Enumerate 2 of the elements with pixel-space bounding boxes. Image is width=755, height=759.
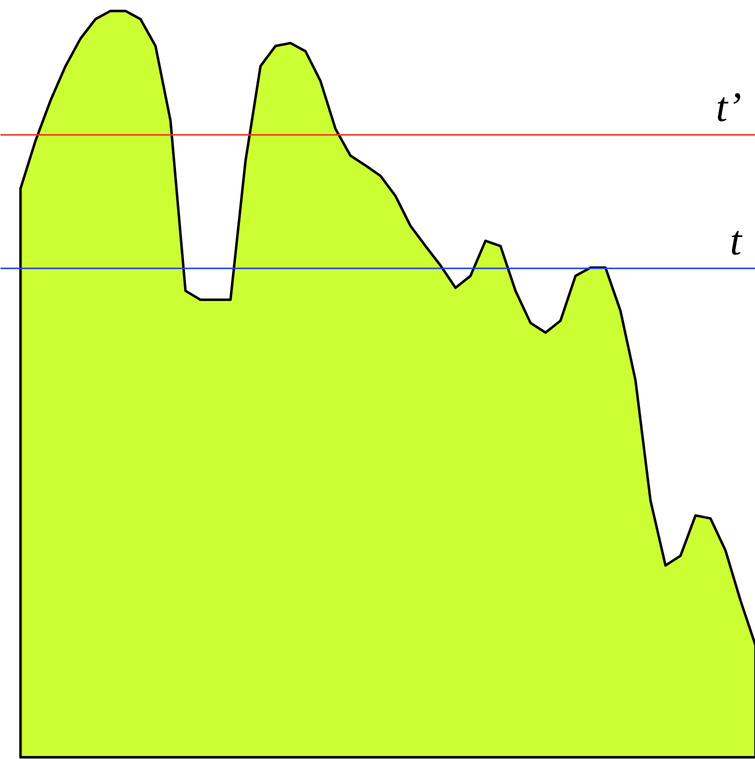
ref-line-label: t’ <box>716 84 742 131</box>
ref-line-label: t <box>730 218 743 264</box>
